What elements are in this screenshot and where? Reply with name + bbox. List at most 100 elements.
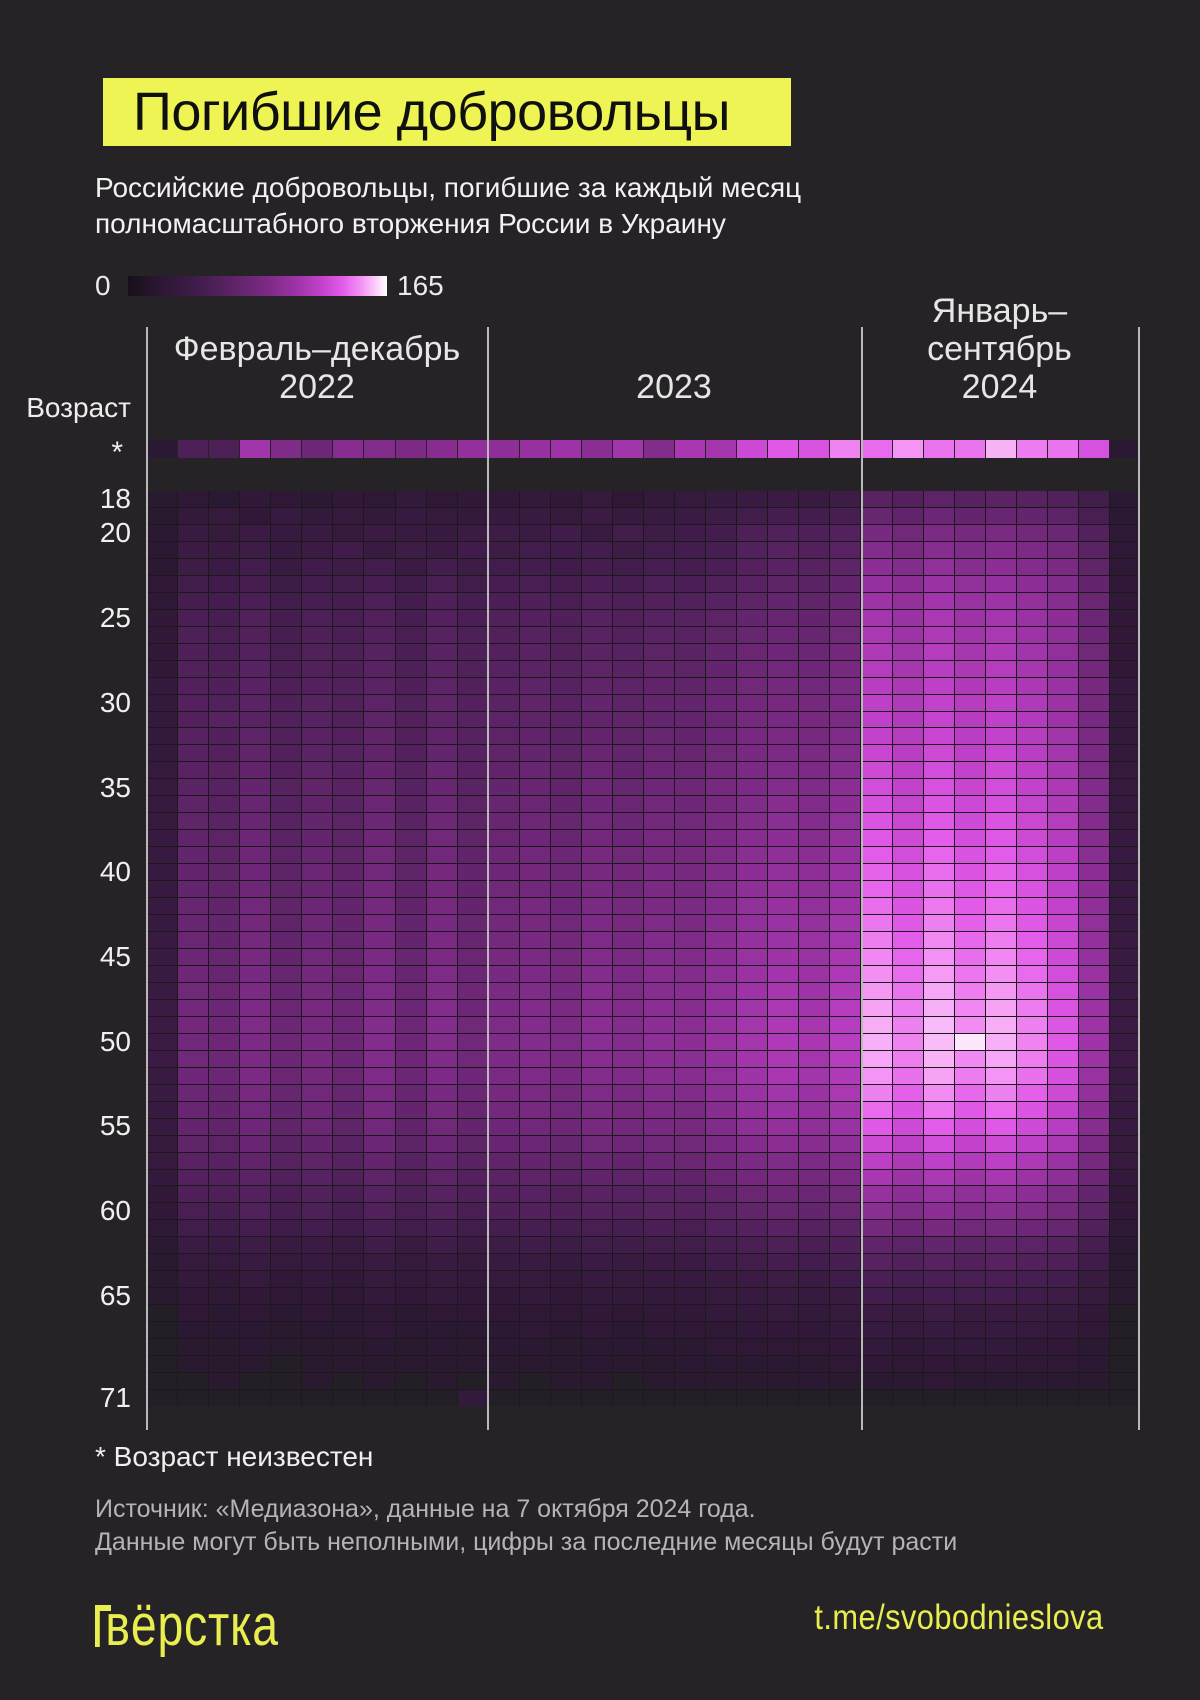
heatmap-cell [271,1288,302,1305]
heatmap-cell [892,491,923,507]
heatmap-cell [1016,949,1047,965]
heatmap-cell [737,830,768,847]
heatmap-cell [706,1288,737,1305]
chart-subtitle: Российские добровольцы, погибшие за кажд… [95,170,801,242]
title-box: Погибшие добровольцы [103,78,791,146]
heatmap-cell [147,626,178,643]
heatmap-cell [985,1390,1016,1406]
heatmap-cell [457,728,488,745]
heatmap-cell [240,1305,271,1322]
heatmap-cell [706,677,737,694]
heatmap-cell [147,1033,178,1050]
heatmap-cell [644,558,675,575]
heatmap-cell [147,1220,178,1237]
heatmap-cell [457,915,488,932]
heatmap-cell [768,1067,799,1084]
heatmap-cell [302,575,333,592]
heatmap-cell [861,1356,892,1373]
heatmap-cell [240,915,271,932]
heatmap-cell [488,1203,519,1220]
heatmap-cell [768,1271,799,1288]
heatmap-cell [799,711,830,728]
heatmap-cell [644,1118,675,1135]
heatmap-cell [1109,1322,1140,1339]
heatmap-cell [457,1288,488,1305]
heatmap-cell [644,847,675,864]
heatmap-cell [954,728,985,745]
heatmap-cell [1078,932,1109,948]
heatmap-cell [519,541,550,558]
heatmap-cell [240,1237,271,1254]
heatmap-cell [364,728,395,745]
heatmap-cell [395,847,426,864]
heatmap-cell [302,745,333,762]
heatmap-cell [395,609,426,626]
heatmap-cell [737,541,768,558]
heatmap-cell [768,1135,799,1152]
heatmap-cell [892,932,923,948]
heatmap-cell [178,1271,209,1288]
heatmap-cell [209,1101,240,1118]
heatmap-cell [581,965,612,982]
heatmap-cell [612,507,643,524]
heatmap-cell [550,1220,581,1237]
heatmap-cell [923,1254,954,1271]
heatmap-cell [985,694,1016,711]
heatmap-cell [364,796,395,813]
heatmap-cell [488,1118,519,1135]
heatmap-cell [1016,1288,1047,1305]
heatmap-cell [550,881,581,898]
heatmap-cell [985,524,1016,541]
heatmap-cell [892,1237,923,1254]
heatmap-cell [892,1203,923,1220]
heatmap-cell [178,1186,209,1203]
age-tick-label-60: 60 [99,1195,131,1227]
heatmap-cell [550,643,581,660]
heatmap-cell [799,1390,830,1406]
heatmap-cell [550,915,581,932]
heatmap-cell [799,1237,830,1254]
heatmap-cell [612,982,643,999]
heatmap-cell [675,915,706,932]
heatmap-cell [1078,1339,1109,1356]
heatmap-cell [147,592,178,609]
heatmap-cell [1109,779,1140,796]
heatmap-cell [178,745,209,762]
heatmap-cell [147,677,178,694]
heatmap-cell [612,830,643,847]
heatmap-cell [830,1356,861,1373]
heatmap-cell [209,694,240,711]
heatmap-cell [209,1016,240,1033]
heatmap-cell [768,762,799,779]
heatmap-cell [209,847,240,864]
heatmap-cell [985,643,1016,660]
heatmap-cell [923,1237,954,1254]
heatmap-cell [768,1254,799,1271]
heatmap-cell [830,830,861,847]
heatmap-cell [1109,609,1140,626]
heatmap-cell [1047,830,1078,847]
heatmap-cell [861,1220,892,1237]
heatmap-cell [147,813,178,830]
heatmap-cell [333,745,364,762]
heatmap-cell [178,1067,209,1084]
heatmap-cell [612,711,643,728]
heatmap-cell [1078,1271,1109,1288]
heatmap-cell [799,1339,830,1356]
unknown-age-cell [799,440,830,458]
heatmap-cell [333,1084,364,1101]
heatmap-cell [488,1288,519,1305]
heatmap-cell [861,1033,892,1050]
telegram-link[interactable]: t.me/svobodnieslova [814,1598,1104,1637]
age-tick-label-25: 25 [99,602,131,634]
heatmap-cell [1078,626,1109,643]
heatmap-cell [550,1135,581,1152]
heatmap-cell [1016,1390,1047,1406]
heatmap-cell [768,999,799,1016]
heatmap-cell [457,762,488,779]
heatmap-cell [954,881,985,898]
heatmap-cell [830,609,861,626]
heatmap-cell [240,677,271,694]
heatmap-cell [923,745,954,762]
heatmap-cell [302,949,333,965]
